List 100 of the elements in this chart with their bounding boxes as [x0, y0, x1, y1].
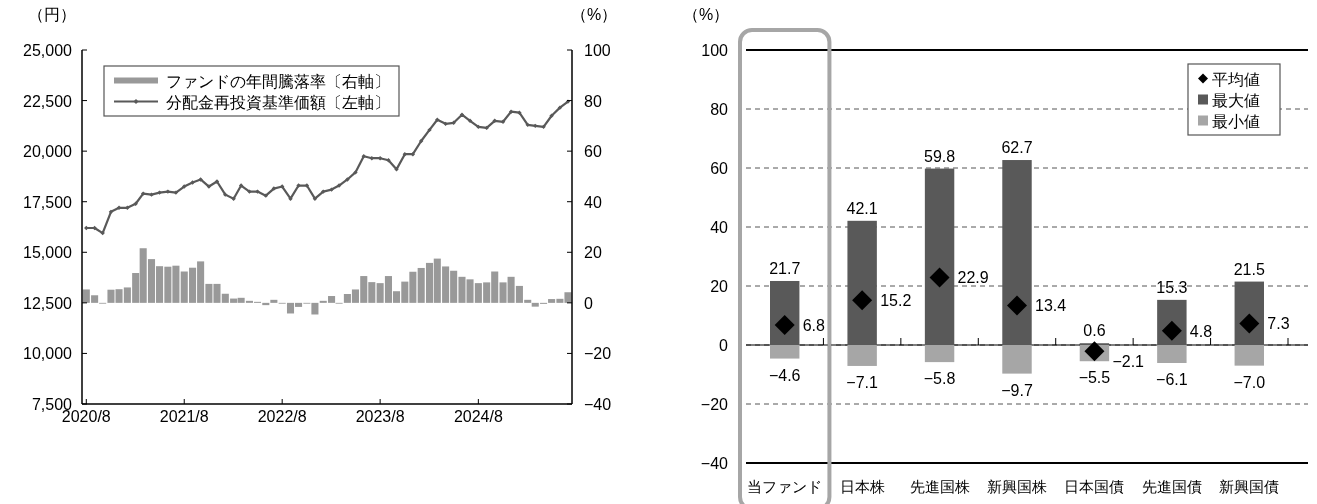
point	[288, 196, 293, 201]
point	[296, 183, 301, 188]
data-label: 0.6	[1083, 322, 1106, 340]
point	[1007, 295, 1027, 316]
data-label: −4.6	[768, 366, 801, 384]
data-label: −9.7	[1001, 381, 1033, 399]
y-tick-label: 25,000	[23, 42, 73, 59]
point	[929, 267, 950, 288]
data-label: −7.1	[846, 373, 879, 391]
data-label: 4.8	[1189, 322, 1213, 340]
legend-label: 最大値	[1212, 91, 1260, 109]
bar	[770, 345, 800, 359]
y2-tick-label: 60	[584, 143, 602, 161]
y-tick-label: 80	[710, 101, 729, 118]
point	[435, 117, 440, 122]
point	[410, 151, 416, 157]
legend-label: 平均値	[1212, 70, 1260, 88]
point	[149, 192, 154, 197]
bar	[924, 345, 955, 363]
point	[386, 158, 391, 163]
y-tick-label: 60	[710, 160, 729, 177]
data-label: −5.8	[923, 370, 956, 388]
bar	[847, 345, 877, 366]
y-tick-label: 100	[701, 42, 729, 59]
bar	[1234, 345, 1264, 366]
point	[517, 110, 522, 115]
y-tick-label: 17,500	[23, 193, 73, 211]
data-label: −2.1	[1112, 353, 1145, 371]
point	[133, 201, 138, 206]
point	[263, 193, 269, 198]
data-label: 15.2	[880, 292, 912, 310]
point	[549, 113, 554, 118]
x-tick-label: 日本国債	[1064, 478, 1125, 495]
point	[500, 119, 506, 125]
y2-tick-label: 80	[584, 92, 602, 110]
point	[345, 177, 350, 182]
point	[247, 189, 252, 194]
data-label: −6.1	[1156, 370, 1188, 388]
point	[394, 167, 399, 172]
data-label: 59.8	[924, 147, 956, 165]
bar	[270, 299, 278, 303]
point	[852, 290, 873, 311]
point	[321, 189, 326, 194]
y2-tick-label: 0	[584, 294, 593, 312]
data-label: 7.3	[1267, 315, 1290, 333]
data-label: 21.7	[769, 259, 801, 277]
y-axis-title: （円）	[28, 6, 76, 23]
y-axis-title: （%）	[682, 6, 730, 23]
point	[467, 118, 473, 123]
x-tick-label: 当ファンド	[747, 478, 823, 495]
point	[353, 170, 358, 175]
y-tick-label: 40	[710, 219, 729, 236]
y-tick-label: 0	[719, 337, 729, 354]
y2-tick-label: −40	[584, 396, 612, 413]
legend-label: 最小値	[1212, 112, 1260, 130]
point	[190, 180, 195, 185]
y-tick-label: 10,000	[23, 345, 73, 363]
y2-tick-label: 40	[584, 193, 602, 211]
point	[198, 177, 203, 182]
data-label: 15.3	[1156, 278, 1188, 296]
point	[1084, 341, 1105, 362]
x-tick-label: 2024/8	[453, 408, 503, 425]
data-label: 42.1	[846, 199, 878, 217]
point	[255, 189, 260, 194]
x-tick-label: 2023/8	[355, 408, 405, 425]
point	[125, 205, 130, 210]
data-label: 13.4	[1035, 297, 1067, 315]
y-tick-label: 22,500	[23, 92, 73, 110]
y-tick-label: −20	[700, 396, 729, 413]
point	[533, 123, 538, 129]
data-label: 6.8	[802, 316, 826, 334]
data-label: −7.0	[1233, 373, 1266, 391]
point	[377, 156, 383, 161]
x-tick-label: 2022/8	[257, 408, 307, 425]
x-tick-label: 先進国債	[1141, 478, 1202, 495]
data-label: 22.9	[957, 269, 989, 287]
point	[451, 120, 456, 126]
y-tick-label: 20	[710, 278, 729, 295]
point	[402, 151, 408, 157]
y2-tick-label: −20	[584, 345, 612, 363]
x-tick-label: 2021/8	[159, 408, 209, 425]
y2-tick-label: 20	[584, 244, 602, 262]
point	[492, 118, 497, 123]
point	[361, 154, 366, 159]
point	[231, 196, 236, 201]
x-tick-label: 新興国株	[987, 478, 1047, 495]
bar	[1157, 345, 1187, 363]
point	[525, 122, 530, 128]
y-tick-label: 12,500	[23, 294, 73, 312]
data-label: 62.7	[1001, 139, 1033, 157]
y2-axis-title: （%）	[570, 6, 618, 23]
y2-tick-label: 100	[584, 42, 611, 59]
point	[223, 192, 228, 197]
data-label: −5.5	[1078, 369, 1111, 387]
y-tick-label: 15,000	[23, 244, 73, 262]
x-tick-label: 日本株	[839, 478, 885, 495]
legend-label: 分配金再投資基準価額〔左軸〕	[166, 93, 390, 111]
legend-label: ファンドの年間騰落率〔右軸〕	[166, 72, 390, 90]
point	[157, 190, 162, 195]
point	[108, 209, 114, 215]
